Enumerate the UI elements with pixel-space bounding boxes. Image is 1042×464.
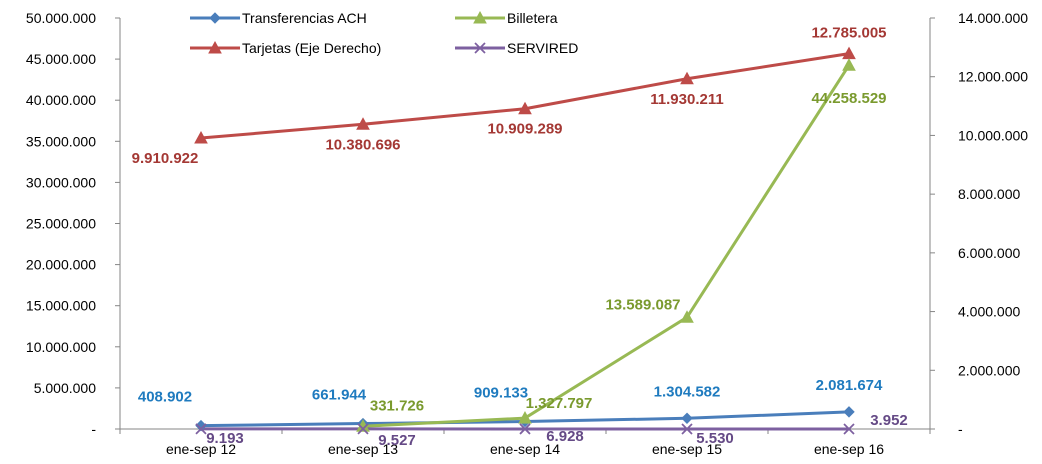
y-left-tick-label: 35.000.000 [26, 133, 96, 149]
marker-transferencias-ach [681, 412, 693, 424]
y-left-tick-label: 25.000.000 [26, 216, 96, 232]
y-right-tick-label: 8.000.000 [958, 186, 1020, 202]
marker-servired [519, 423, 531, 435]
data-label-servired: 9.527 [378, 432, 416, 449]
y-right-tick-label: 2.000.000 [958, 362, 1020, 378]
legend-item-transferencias-ach: Transferencias ACH [190, 10, 367, 26]
x-tick-label: ene-sep 14 [490, 441, 560, 457]
y-right-tick-label: 4.000.000 [958, 304, 1020, 320]
data-label-transferencias-ach: 1.304.582 [654, 383, 721, 400]
series-markers [194, 46, 856, 435]
legend: Transferencias ACH Billetera Tarjetas (Eje… [190, 10, 578, 56]
marker-billetera [842, 58, 856, 71]
data-label-transferencias-ach: 661.944 [312, 387, 367, 404]
y-right-tick-label: 6.000.000 [958, 245, 1020, 261]
data-label-billetera: 1.327.797 [526, 395, 593, 412]
marker-servired [681, 423, 693, 435]
marker-transferencias-ach [195, 419, 207, 432]
y-left-tick-label: 45.000.000 [26, 51, 96, 67]
y-left-tick-label: 40.000.000 [26, 92, 96, 108]
legend-item-billetera: Billetera [455, 10, 558, 26]
data-label-tarjetas-eje-derecho: 10.380.696 [325, 136, 400, 153]
data-label-transferencias-ach: 2.081.674 [816, 377, 883, 394]
legend-item-servired: SERVIRED [455, 40, 578, 56]
y-left-tick-label: 50.000.000 [26, 10, 96, 26]
x-tick-label: ene-sep 15 [652, 441, 722, 457]
legend-label: SERVIRED [507, 40, 578, 56]
data-label-servired: 9.193 [206, 430, 244, 447]
data-label-servired: 3.952 [870, 412, 908, 429]
data-label-tarjetas-eje-derecho: 10.909.289 [487, 121, 562, 138]
x-tick-label: ene-sep 13 [328, 441, 398, 457]
data-label-servired: 5.530 [696, 430, 734, 447]
legend-label: Tarjetas (Eje Derecho) [242, 40, 381, 56]
marker-billetera [680, 310, 694, 323]
y-left-tick-label: 15.000.000 [26, 298, 96, 314]
y-left-tick-label: - [91, 421, 96, 437]
y-right-tick-label: 10.000.000 [958, 127, 1028, 143]
legend-marker [209, 12, 221, 24]
data-label-billetera: 331.726 [370, 397, 424, 414]
marker-tarjetas-eje-derecho [518, 101, 532, 115]
y-right-tick-label: 12.000.000 [958, 69, 1028, 85]
series-line-billetera [362, 64, 851, 428]
data-labels: 408.902 661.944 909.133 1.304.582 2.081.674 9… [132, 25, 908, 449]
data-label-servired: 6.928 [546, 428, 584, 445]
legend-label: Billetera [507, 10, 558, 26]
data-label-billetera: 44.258.529 [811, 90, 886, 107]
x-tick-label: ene-sep 16 [814, 441, 884, 457]
y-left-tick-label: 20.000.000 [26, 257, 96, 273]
data-label-transferencias-ach: 408.902 [138, 389, 192, 406]
legend-marker [474, 42, 486, 54]
marker-billetera [518, 411, 532, 424]
marker-tarjetas-eje-derecho [194, 130, 208, 144]
chart-axes: - 5.000.000 10.000.000 15.000.000 20.000.000… [26, 10, 1028, 457]
x-tick-label: ene-sep 12 [166, 441, 236, 457]
marker-tarjetas-eje-derecho [356, 117, 370, 130]
y-left-tick-label: 5.000.000 [34, 380, 96, 396]
legend-item-tarjetas-eje-derecho: Tarjetas (Eje Derecho) [190, 40, 381, 56]
y-right-tick-label: 14.000.000 [958, 10, 1028, 26]
marker-tarjetas-eje-derecho [680, 71, 694, 85]
marker-servired [357, 423, 369, 435]
data-label-billetera: 13.589.087 [605, 296, 680, 313]
legend-marker [208, 40, 222, 54]
marker-servired [843, 423, 855, 435]
legend-label: Transferencias ACH [242, 10, 367, 26]
marker-servired [195, 423, 207, 435]
y-right-tick-label: - [958, 421, 963, 437]
legend-marker [473, 10, 487, 24]
data-label-tarjetas-eje-derecho: 11.930.211 [650, 91, 723, 108]
data-label-tarjetas-eje-derecho: 9.910.922 [132, 150, 199, 167]
marker-transferencias-ach [843, 406, 855, 418]
y-left-tick-label: 30.000.000 [26, 174, 96, 190]
data-label-transferencias-ach: 909.133 [474, 385, 528, 402]
y-left-tick-label: 10.000.000 [26, 339, 96, 355]
data-label-tarjetas-eje-derecho: 12.785.005 [811, 25, 886, 42]
